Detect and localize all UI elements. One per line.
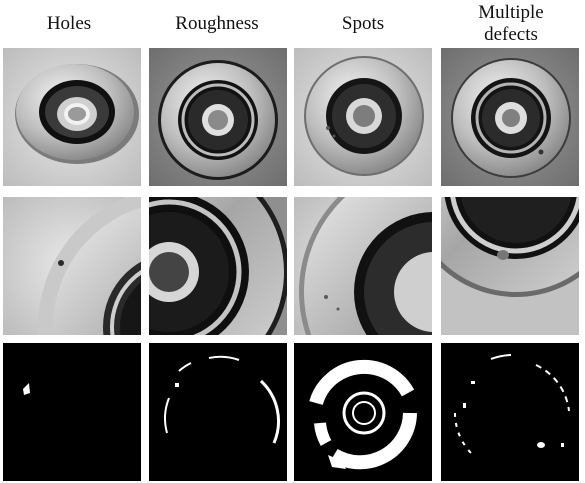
- column-title-multiple-defects: Multiple defects: [478, 2, 544, 45]
- image-holes-zoomed-region: [3, 197, 141, 335]
- image-multiple-defects-zoomed-region: [441, 197, 579, 335]
- mask-holes: [3, 343, 141, 481]
- mask-multiple-defects: [441, 343, 579, 481]
- image-roughness-zoomed-region: [149, 197, 287, 335]
- image-spots-zoomed-region: [294, 197, 432, 335]
- image-spots-full-part: [294, 48, 432, 186]
- mask-roughness: [149, 343, 287, 481]
- image-holes-full-part: [3, 48, 141, 186]
- mask-spots: [294, 343, 432, 481]
- column-title-roughness: Roughness: [175, 13, 259, 34]
- image-roughness-full-part: [149, 48, 287, 186]
- column-title-spots: Spots: [341, 13, 385, 34]
- column-title-holes: Holes: [46, 13, 92, 34]
- image-multiple-defects-full-part: [441, 48, 579, 186]
